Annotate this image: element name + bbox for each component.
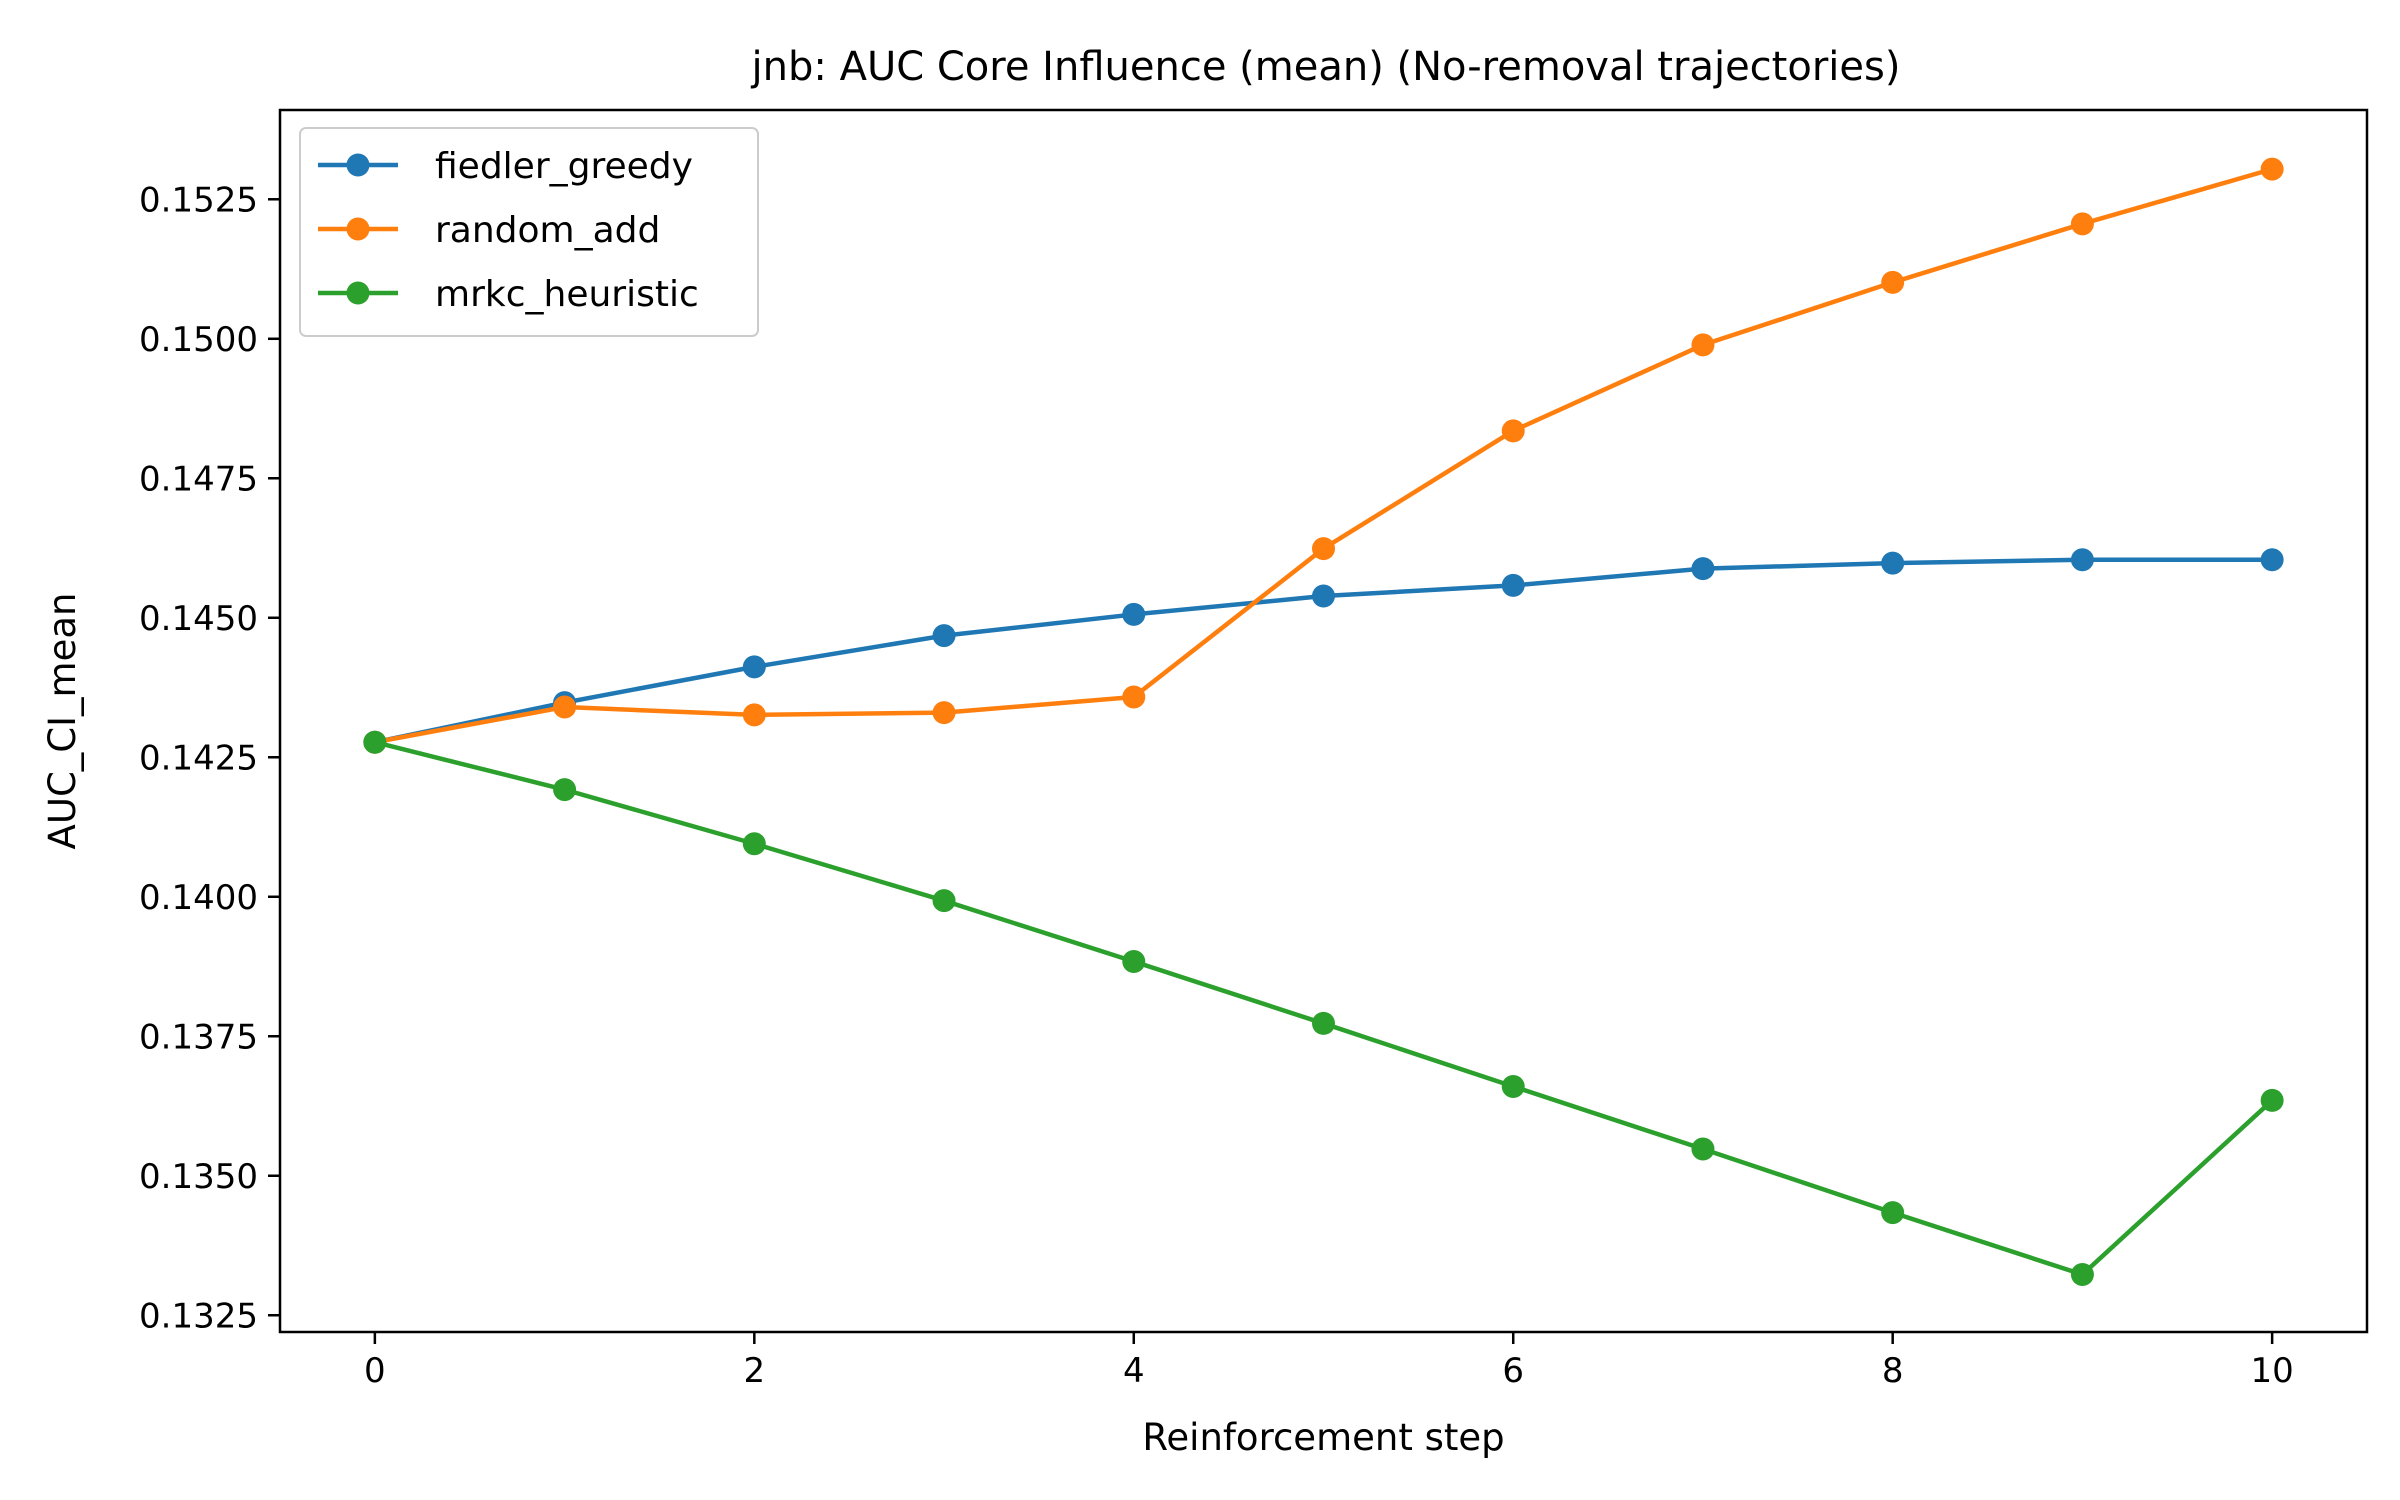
series-layer <box>363 157 2284 1287</box>
point-mrkc_heuristic-5 <box>1312 1011 1335 1035</box>
point-fiedler_greedy-2 <box>742 655 766 679</box>
legend-marker-mrkc_heuristic <box>346 281 370 305</box>
point-mrkc_heuristic-7 <box>1691 1137 1715 1161</box>
point-mrkc_heuristic-9 <box>2070 1263 2094 1287</box>
point-fiedler_greedy-9 <box>2070 548 2094 572</box>
point-random_add-10 <box>2260 157 2284 181</box>
x-tick-label-0: 0 <box>364 1351 386 1391</box>
legend-label-fiedler_greedy: fiedler_greedy <box>435 146 693 187</box>
legend-marker-fiedler_greedy <box>346 153 370 177</box>
point-random_add-3 <box>932 701 956 725</box>
x-axis: 0 2 4 6 8 10 <box>364 1332 2294 1391</box>
chart-title: jnb: AUC Core Influence (mean) (No-remov… <box>751 44 1901 90</box>
y-tick-label-6: 0.1475 <box>139 459 258 499</box>
x-axis-label: Reinforcement step <box>1142 1416 1504 1459</box>
point-fiedler_greedy-4 <box>1122 602 1146 626</box>
point-fiedler_greedy-8 <box>1881 551 1905 575</box>
point-fiedler_greedy-10 <box>2260 548 2284 572</box>
y-tick-label-8: 0.1525 <box>139 180 258 220</box>
point-mrkc_heuristic-3 <box>932 889 956 913</box>
point-random_add-5 <box>1312 537 1335 561</box>
point-mrkc_heuristic-4 <box>1122 949 1146 973</box>
y-tick-label-0: 0.1325 <box>139 1296 258 1336</box>
x-tick-label-5: 10 <box>2251 1351 2294 1391</box>
point-mrkc_heuristic-2 <box>742 832 766 856</box>
legend-box <box>299 127 759 337</box>
point-mrkc_heuristic-8 <box>1881 1201 1905 1225</box>
series-line-mrkc_heuristic <box>374 740 2274 1277</box>
point-fiedler_greedy-7 <box>1691 557 1715 581</box>
y-tick-label-5: 0.1450 <box>139 599 258 639</box>
y-tick-label-7: 0.1500 <box>139 320 258 360</box>
y-tick-label-2: 0.1375 <box>139 1017 258 1057</box>
point-mrkc_heuristic-10 <box>2260 1088 2284 1112</box>
point-mrkc_heuristic-1 <box>553 778 577 802</box>
plot-frame <box>278 108 2369 1334</box>
point-fiedler_greedy-3 <box>932 624 956 648</box>
legend-label-random_add: random_add <box>435 210 660 251</box>
point-random_add-8 <box>1881 270 1905 294</box>
legend-marker-random_add <box>346 217 370 241</box>
point-random_add-1 <box>553 695 577 719</box>
point-random_add-2 <box>742 703 766 727</box>
point-random_add-9 <box>2070 212 2094 236</box>
point-fiedler_greedy-6 <box>1501 573 1525 597</box>
point-random_add-6 <box>1501 419 1525 443</box>
y-axis-label: AUC_CI_mean <box>41 593 84 850</box>
x-tick-label-4: 8 <box>1882 1351 1904 1391</box>
x-tick-label-2: 4 <box>1123 1351 1145 1391</box>
y-tick-label-3: 0.1400 <box>139 878 258 918</box>
x-tick-label-3: 6 <box>1502 1351 1524 1391</box>
y-axis: 0.1325 0.1350 0.1375 0.1400 0.1425 0.1450 0.14… <box>139 180 280 1336</box>
point-random_add-7 <box>1691 333 1715 357</box>
point-mrkc_heuristic-0 <box>363 730 387 754</box>
point-random_add-4 <box>1122 685 1146 709</box>
legend-label-mrkc_heuristic: mrkc_heuristic <box>435 274 699 315</box>
legend: fiedler_greedy random_add mrkc_heuristic <box>299 127 759 337</box>
y-tick-label-4: 0.1425 <box>139 738 258 778</box>
x-tick-label-1: 2 <box>743 1351 765 1391</box>
y-tick-label-1: 0.1350 <box>139 1157 258 1197</box>
point-fiedler_greedy-5 <box>1312 584 1335 608</box>
point-mrkc_heuristic-6 <box>1501 1074 1525 1098</box>
